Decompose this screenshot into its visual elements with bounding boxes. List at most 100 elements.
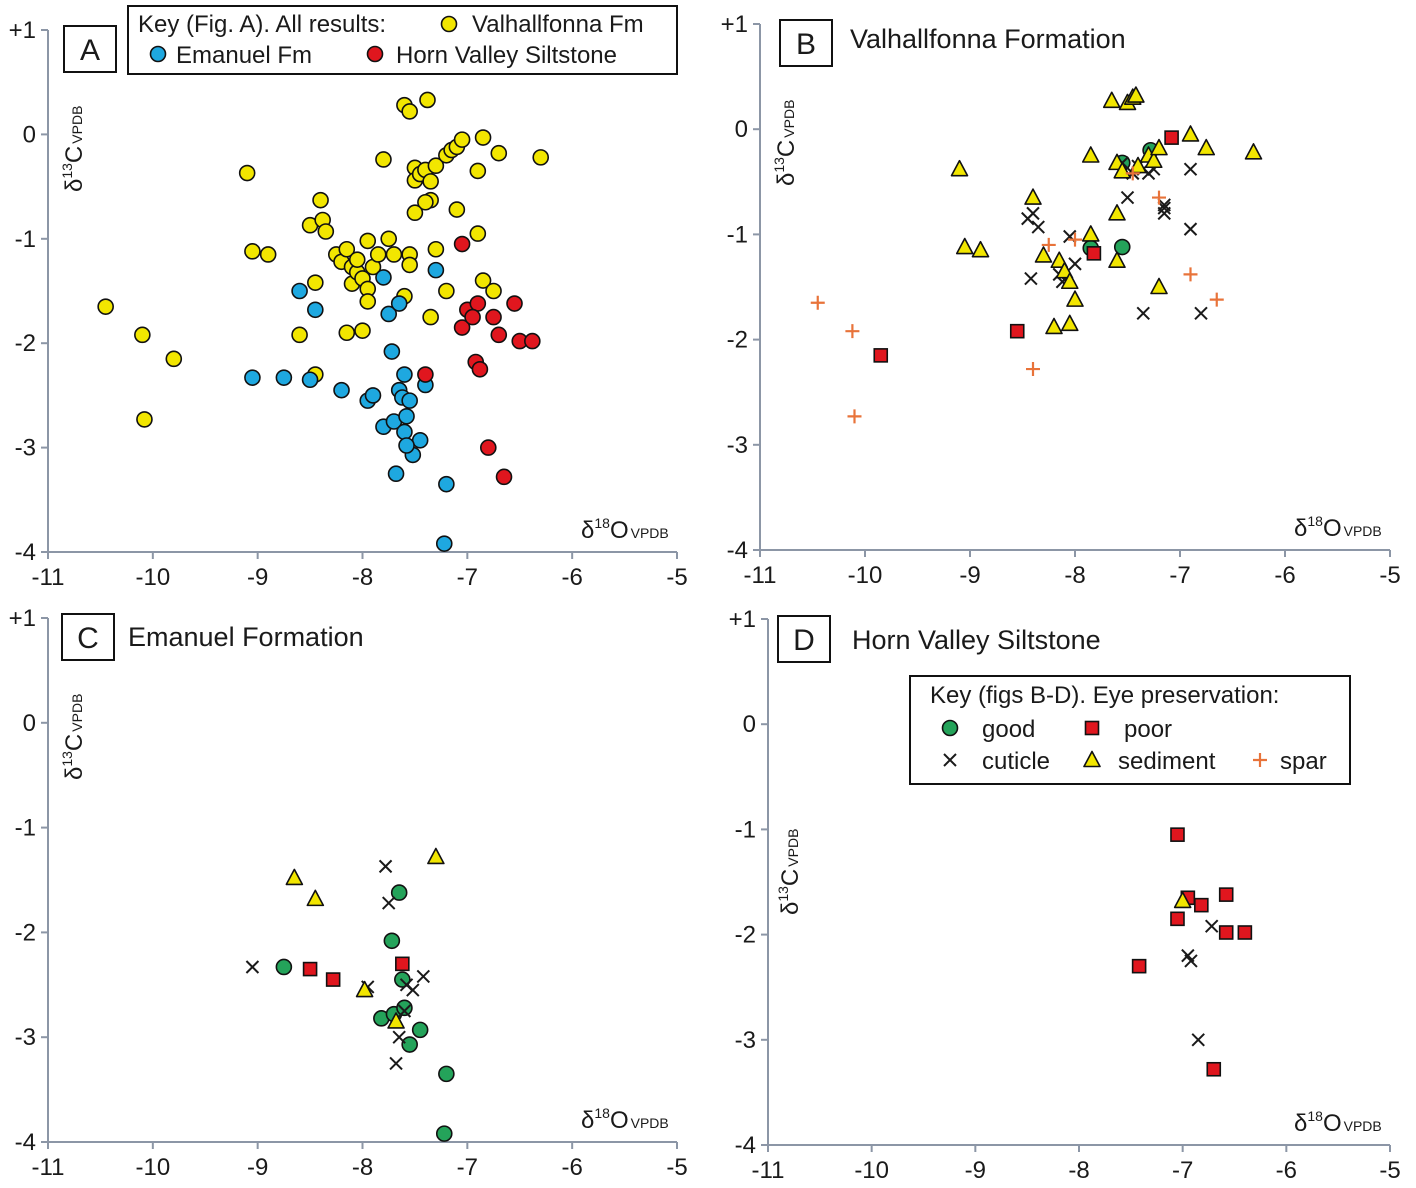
- data-point: [971, 240, 990, 258]
- panel-letter-box: [63, 25, 117, 73]
- data-point: [1194, 897, 1209, 913]
- data-point: [438, 475, 455, 493]
- x-axis-label-sub: VPDB: [1344, 1118, 1382, 1134]
- panel-title: Horn Valley Siltstone: [852, 625, 1101, 655]
- data-point-shape: [1108, 251, 1126, 269]
- data-point: [395, 956, 410, 972]
- legend-marker-shape: [943, 753, 957, 767]
- y-tick-label: -2: [735, 922, 756, 949]
- data-point: [417, 366, 434, 383]
- data-point: [1120, 190, 1135, 205]
- data-point-shape: [383, 932, 401, 950]
- data-point-shape: [398, 407, 415, 425]
- y-tick-label: -3: [15, 435, 36, 462]
- data-point: [1194, 306, 1208, 321]
- data-point: [411, 1021, 429, 1039]
- legend-marker-shape: [366, 45, 384, 63]
- data-point-shape: [397, 1004, 412, 1018]
- data-point: [317, 223, 335, 240]
- data-point: [469, 225, 487, 242]
- data-point-shape: [291, 326, 308, 344]
- data-point-shape: [396, 366, 413, 383]
- data-point: [244, 243, 261, 260]
- data-point-shape: [1041, 237, 1056, 252]
- series-horn_valley: [417, 235, 541, 486]
- data-point: [1181, 125, 1200, 142]
- data-point-shape: [401, 256, 418, 274]
- data-point: [422, 308, 439, 326]
- data-point-shape: [355, 980, 374, 998]
- data-point: [490, 326, 508, 344]
- x-tick-label: -11: [752, 1157, 785, 1183]
- data-point: [435, 1125, 453, 1142]
- panel-title: Emanuel Formation: [128, 622, 364, 652]
- data-point-shape: [469, 225, 487, 242]
- series-valhallfonna: [97, 91, 550, 428]
- data-point-shape: [302, 961, 318, 977]
- data-point-shape: [1127, 86, 1145, 103]
- data-point: [375, 151, 392, 168]
- data-point: [406, 204, 424, 221]
- data-point-shape: [165, 350, 183, 368]
- legend-label: poor: [1124, 716, 1172, 743]
- x-axis-label-sub: VPDB: [631, 525, 669, 541]
- data-point: [291, 282, 308, 300]
- data-point: [401, 256, 418, 274]
- data-point-shape: [317, 223, 335, 240]
- data-point-shape: [1066, 290, 1084, 307]
- data-point-shape: [1045, 317, 1063, 335]
- data-point-shape: [1024, 188, 1042, 205]
- data-point-shape: [950, 159, 969, 177]
- data-point-shape: [845, 324, 860, 339]
- data-point-shape: [1218, 887, 1234, 902]
- data-point-shape: [417, 366, 434, 383]
- y-tick-label: +1: [721, 11, 748, 38]
- data-point-shape: [1183, 222, 1198, 236]
- legend-label: Horn Valley Siltstone: [396, 42, 617, 69]
- data-point-shape: [259, 246, 277, 263]
- data-point-shape: [307, 274, 324, 291]
- legend-marker: [943, 753, 957, 767]
- data-point-shape: [1191, 1033, 1205, 1047]
- data-point: [275, 369, 293, 386]
- data-point-shape: [1108, 204, 1126, 221]
- data-point-shape: [495, 468, 513, 486]
- data-point-shape: [382, 896, 396, 910]
- x-tick-label: -7: [457, 1154, 478, 1181]
- data-point: [1034, 246, 1053, 263]
- x-tick-label: -11: [32, 564, 65, 591]
- y-axis-label-base: δ: [61, 179, 88, 192]
- data-point: [1081, 146, 1100, 163]
- data-point: [1113, 238, 1131, 256]
- series-poor: [302, 956, 410, 987]
- data-point: [506, 295, 523, 312]
- data-point-shape: [390, 295, 408, 312]
- data-point: [453, 319, 471, 336]
- data-point: [301, 371, 319, 389]
- legend-bd: Key (figs B-D). Eye preservation: good poo…: [909, 675, 1351, 785]
- data-point: [359, 293, 377, 310]
- data-point-shape: [1120, 190, 1135, 205]
- legend-marker: [149, 45, 167, 63]
- data-point: [380, 230, 398, 248]
- series-sediment: [285, 847, 445, 1029]
- data-point-shape: [244, 369, 261, 386]
- data-point: [1204, 919, 1219, 933]
- y-axis-label-sup: 13: [59, 163, 75, 179]
- data-point-shape: [364, 387, 382, 404]
- data-point-shape: [1086, 246, 1102, 261]
- y-axis-label: δ13C VPDB: [59, 694, 88, 780]
- data-point: [955, 237, 974, 255]
- x-axis-label-sup: 18: [594, 515, 610, 531]
- data-point-shape: [411, 431, 429, 449]
- y-tick-label: +1: [9, 17, 36, 44]
- series-sediment: [950, 86, 1263, 335]
- data-point: [845, 324, 860, 339]
- data-point-shape: [1183, 267, 1198, 282]
- x-tick-label: -11: [32, 1154, 65, 1181]
- data-point-shape: [1157, 206, 1171, 221]
- y-axis-label-base: δ: [61, 767, 88, 780]
- data-point-shape: [506, 295, 523, 312]
